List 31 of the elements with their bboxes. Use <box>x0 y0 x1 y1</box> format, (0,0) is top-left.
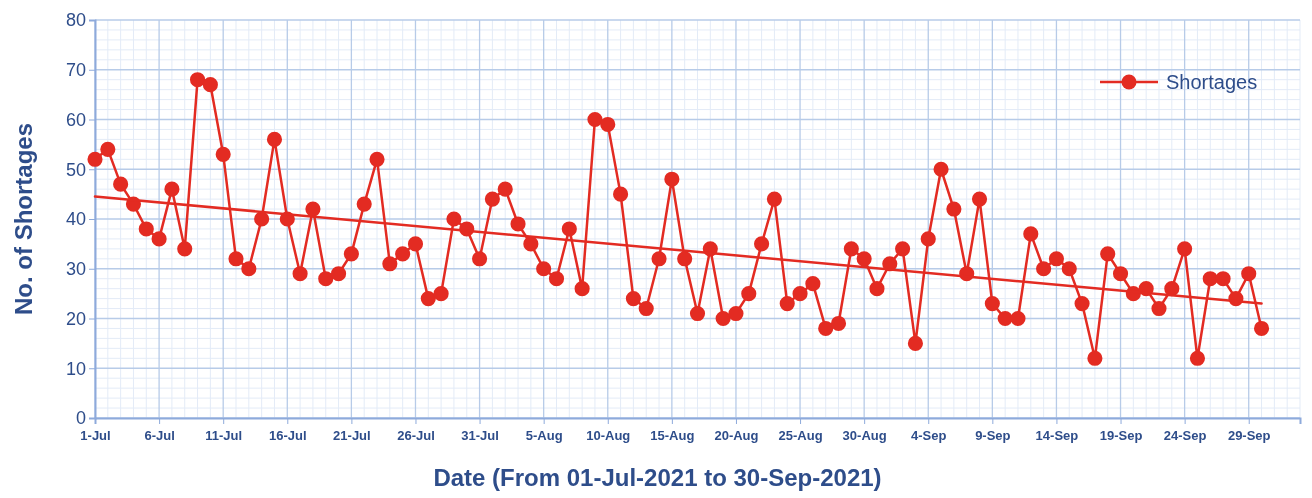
y-tick-label: 70 <box>65 60 86 81</box>
x-tick-label: 21-Jul <box>333 428 371 443</box>
x-tick-label: 9-Sep <box>975 428 1011 443</box>
x-tick-label: 24-Sep <box>1163 428 1207 443</box>
x-tick-label: 11-Jul <box>205 428 243 443</box>
x-tick-label: 5-Aug <box>525 428 563 443</box>
x-tick-label: 26-Jul <box>397 428 435 443</box>
x-tick-label: 1-Jul <box>80 428 111 443</box>
x-tick-label: 15-Aug <box>650 428 695 443</box>
y-tick-label: 30 <box>65 259 86 280</box>
y-axis-title: No. of Shortages <box>10 122 37 316</box>
y-tick-label: 0 <box>75 408 86 429</box>
x-axis-title: Date (From 01-Jul-2021 to 30-Sep-2021) <box>433 464 882 491</box>
y-tick-label: 10 <box>65 358 86 379</box>
y-tick-label: 60 <box>65 109 86 130</box>
x-tick-label: 29-Sep <box>1227 428 1271 443</box>
x-tick-label: 25-Aug <box>778 428 823 443</box>
x-tick-label: 30-Aug <box>842 428 887 443</box>
y-tick-label: 50 <box>65 159 86 180</box>
legend-label: Shortages <box>1166 71 1258 93</box>
x-tick-label: 10-Aug <box>586 428 631 443</box>
y-tick-label: 80 <box>65 10 86 31</box>
x-tick-label: 4-Sep <box>911 428 947 443</box>
y-tick-label: 20 <box>65 308 86 329</box>
x-tick-label: 6-Jul <box>144 428 175 443</box>
x-tick-label: 14-Sep <box>1035 428 1079 443</box>
x-tick-label: 19-Sep <box>1099 428 1143 443</box>
x-tick-label: 16-Jul <box>269 428 307 443</box>
y-tick-label: 40 <box>65 209 86 230</box>
x-tick-label: 20-Aug <box>714 428 759 443</box>
x-tick-label: 31-Jul <box>461 428 499 443</box>
